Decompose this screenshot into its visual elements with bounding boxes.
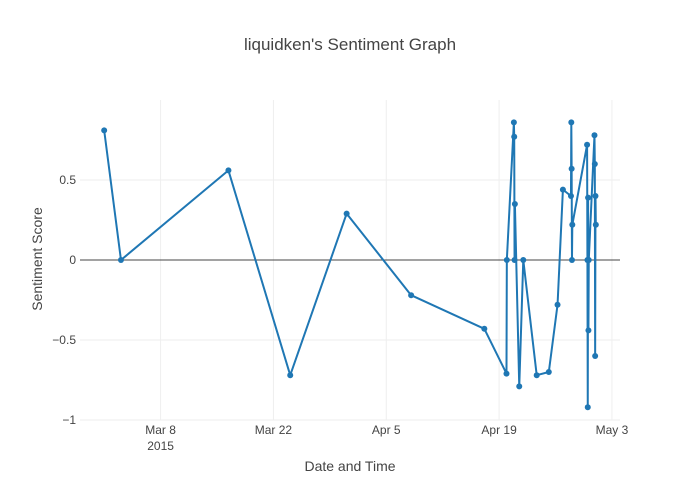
data-point — [554, 301, 561, 308]
data-point — [503, 370, 510, 377]
series-line — [103, 121, 597, 409]
data-point — [591, 132, 598, 139]
y-tick-label: −0.5 — [52, 333, 76, 347]
data-point — [592, 353, 599, 359]
x-tick-label: Mar 22 — [255, 423, 293, 437]
data-point — [510, 119, 517, 126]
data-point — [287, 372, 294, 379]
data-point — [533, 372, 540, 379]
data-point — [585, 257, 592, 263]
data-point — [591, 161, 598, 167]
x-tick-label: Apr 19 — [481, 423, 517, 437]
x-axis-ticks: Mar 8 2015 Mar 22 Apr 5 Apr 19 May 3 — [145, 423, 628, 453]
y-axis-ticks: 0.5 0 −0.5 −1 — [52, 173, 76, 427]
data-point — [584, 141, 591, 148]
data-point — [559, 186, 566, 193]
data-point — [511, 257, 518, 263]
data-point — [569, 221, 576, 228]
x-tick-label: May 3 — [596, 423, 629, 437]
data-point — [225, 167, 232, 174]
data-point — [592, 221, 599, 228]
data-point — [585, 194, 592, 201]
data-point — [545, 369, 552, 375]
data-point — [567, 193, 574, 199]
data-point — [117, 257, 124, 263]
data-point — [568, 119, 575, 126]
y-axis-title: Sentiment Score — [29, 207, 45, 311]
data-point — [101, 127, 108, 134]
y-tick-label: 0 — [69, 253, 76, 267]
chart-title: liquidken's Sentiment Graph — [244, 35, 456, 54]
data-points — [101, 119, 599, 411]
data-point — [516, 383, 523, 390]
data-point — [503, 257, 510, 263]
data-point — [585, 327, 592, 334]
data-point — [568, 257, 575, 263]
data-point — [481, 325, 488, 332]
x-tick-label: Apr 5 — [372, 423, 401, 437]
data-point — [592, 193, 599, 199]
data-point — [511, 133, 518, 140]
data-point — [568, 165, 575, 172]
data-point — [511, 201, 518, 207]
y-tick-label: 0.5 — [59, 173, 76, 187]
data-point — [343, 210, 350, 217]
data-point — [408, 292, 415, 299]
x-axis-title: Date and Time — [304, 458, 395, 474]
x-tick-sublabel: 2015 — [147, 439, 174, 453]
data-point — [520, 257, 527, 263]
y-tick-label: −1 — [62, 413, 76, 427]
data-point — [584, 404, 591, 411]
x-tick-label: Mar 8 — [145, 423, 176, 437]
